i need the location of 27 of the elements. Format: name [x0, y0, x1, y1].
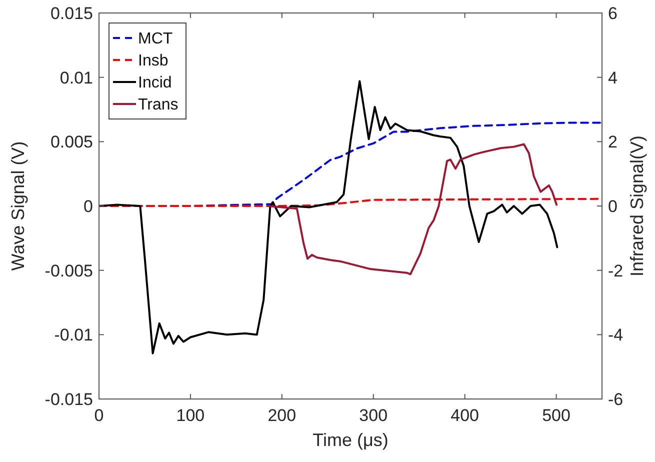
y-tick-label: 0.005 [50, 132, 93, 152]
y-axis-title: Wave Signal (V) [8, 141, 28, 271]
x-tick-label: 200 [268, 406, 296, 425]
legend-label: Trans [138, 96, 178, 114]
y-tick-label: -0.005 [44, 261, 93, 280]
y-tick-label: 0.01 [60, 68, 93, 88]
y-tick-label: 0.015 [50, 4, 93, 23]
y2-axis-title: Infrared Signal(V) [627, 135, 647, 277]
x-tick-label: 500 [542, 406, 570, 425]
y2-tick-label: 0 [608, 196, 618, 216]
line-series [267, 143, 558, 276]
y2-tick-label: 6 [608, 4, 618, 23]
x-tick-label: 100 [176, 406, 205, 425]
y2-tick-label: 2 [608, 132, 618, 152]
y2-tick-label: -2 [608, 261, 624, 280]
y2-tick-label: -6 [608, 390, 624, 409]
legend-label: Insb [138, 52, 168, 70]
y2-tick-label: 4 [608, 68, 618, 88]
y2-tick-label: -4 [608, 326, 624, 345]
y-tick-label: -0.01 [54, 326, 93, 345]
x-tick-label: 400 [450, 406, 480, 425]
x-tick-label: 300 [359, 406, 388, 425]
legend-label: Incid [138, 74, 172, 92]
y-tick-label: 0 [84, 196, 93, 216]
legend-label: MCT [138, 30, 173, 48]
x-axis-title: Time (μs) [312, 430, 388, 450]
y-tick-label: -0.015 [44, 390, 93, 409]
